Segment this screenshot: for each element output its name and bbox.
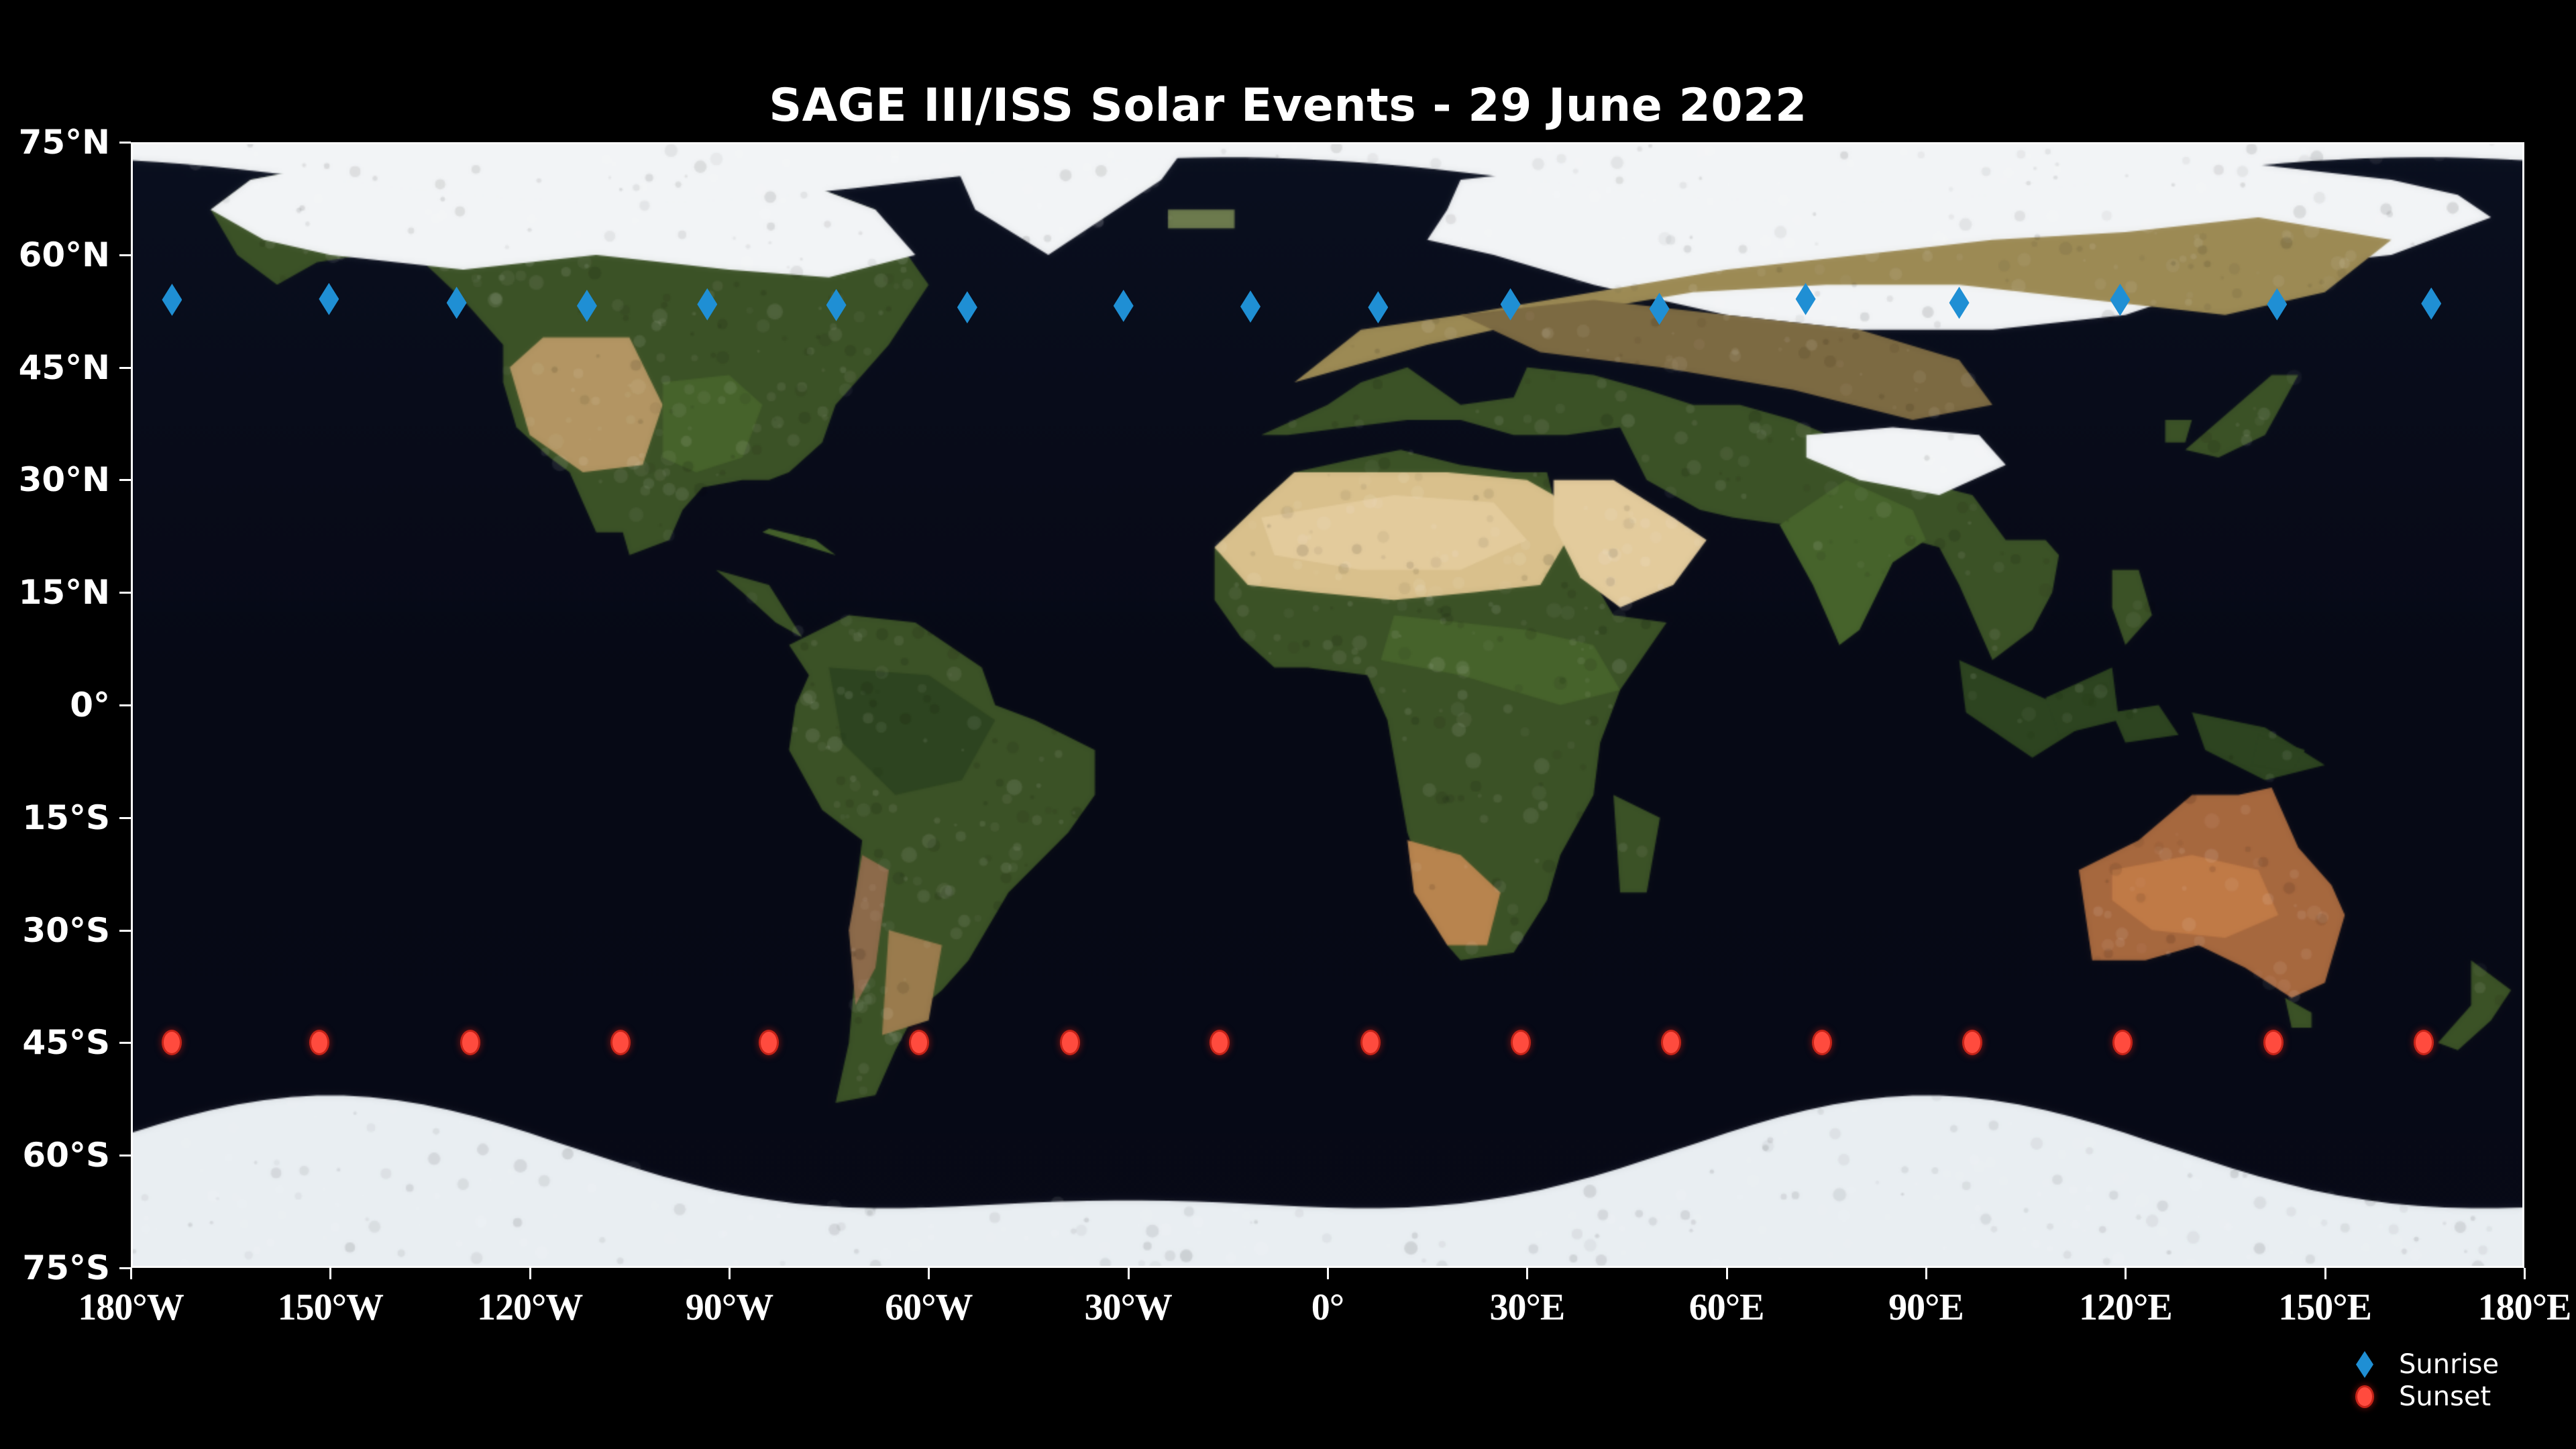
x-tick bbox=[529, 1268, 531, 1279]
page-title: SAGE III/ISS Solar Events - 29 June 2022 bbox=[0, 79, 2576, 132]
x-tick-label: 150°E bbox=[2278, 1286, 2371, 1329]
legend-item-sunrise[interactable]: Sunrise bbox=[2341, 1348, 2569, 1381]
y-tick bbox=[119, 592, 131, 594]
sunset-marker[interactable] bbox=[761, 1032, 777, 1053]
sunset-marker[interactable] bbox=[1062, 1032, 1078, 1053]
x-tick-label: 30°W bbox=[1084, 1286, 1171, 1329]
sunset-marker[interactable] bbox=[612, 1032, 629, 1053]
y-tick-label: 75°N bbox=[19, 123, 119, 162]
y-tick-label: 60°S bbox=[22, 1136, 119, 1175]
x-tick bbox=[1526, 1268, 1528, 1279]
sunrise-marker-icon bbox=[2341, 1351, 2388, 1378]
legend-label-sunset: Sunset bbox=[2399, 1381, 2491, 1412]
y-tick bbox=[119, 479, 131, 481]
sunset-marker[interactable] bbox=[1362, 1032, 1379, 1053]
sunset-marker[interactable] bbox=[2114, 1032, 2131, 1053]
y-tick-label: 15°N bbox=[19, 573, 119, 612]
x-tick-label: 120°E bbox=[2079, 1286, 2172, 1329]
y-tick-label: 15°S bbox=[22, 798, 119, 837]
y-tick bbox=[119, 704, 131, 706]
sunset-marker[interactable] bbox=[311, 1032, 327, 1053]
y-tick-label: 30°S bbox=[22, 911, 119, 950]
sunset-marker[interactable] bbox=[2416, 1032, 2432, 1053]
x-tick-label: 180°W bbox=[78, 1286, 183, 1329]
x-tick bbox=[1726, 1268, 1728, 1279]
x-tick-label: 150°W bbox=[278, 1286, 383, 1329]
y-tick bbox=[119, 1267, 131, 1269]
y-tick-label: 60°N bbox=[19, 235, 119, 274]
x-tick-label: 30°E bbox=[1489, 1286, 1564, 1329]
y-tick bbox=[119, 367, 131, 369]
x-tick bbox=[1925, 1268, 1927, 1279]
sunset-marker[interactable] bbox=[2265, 1032, 2282, 1053]
y-tick bbox=[119, 1042, 131, 1044]
figure-canvas: SAGE III/ISS Solar Events - 29 June 2022… bbox=[0, 0, 2576, 1449]
x-tick bbox=[2324, 1268, 2326, 1279]
x-tick-label: 0° bbox=[1311, 1286, 1344, 1329]
y-tick-label: 75°S bbox=[22, 1248, 119, 1287]
x-tick-label: 60°E bbox=[1689, 1286, 1764, 1329]
y-tick-label: 45°N bbox=[19, 348, 119, 387]
world-basemap bbox=[131, 142, 2524, 1268]
y-tick bbox=[119, 817, 131, 819]
x-tick-label: 90°W bbox=[686, 1286, 773, 1329]
y-tick-label: 30°N bbox=[19, 460, 119, 499]
x-tick-label: 180°E bbox=[2478, 1286, 2571, 1329]
x-tick bbox=[2524, 1268, 2526, 1279]
x-tick bbox=[329, 1268, 331, 1279]
sunset-marker-icon bbox=[2341, 1387, 2388, 1406]
x-tick bbox=[130, 1268, 132, 1279]
x-tick-label: 120°W bbox=[477, 1286, 582, 1329]
y-tick bbox=[119, 1155, 131, 1157]
sunset-marker[interactable] bbox=[1814, 1032, 1830, 1053]
x-tick bbox=[928, 1268, 930, 1279]
y-tick-label: 0° bbox=[70, 686, 119, 724]
sunset-marker[interactable] bbox=[1663, 1032, 1679, 1053]
legend-label-sunrise: Sunrise bbox=[2399, 1349, 2499, 1380]
y-tick bbox=[119, 142, 131, 144]
y-tick bbox=[119, 930, 131, 932]
y-tick bbox=[119, 254, 131, 256]
sunset-marker[interactable] bbox=[1513, 1032, 1529, 1053]
y-tick-label: 45°S bbox=[22, 1023, 119, 1062]
legend-item-sunset[interactable]: Sunset bbox=[2341, 1381, 2569, 1413]
legend: Sunrise Sunset bbox=[2341, 1348, 2569, 1413]
x-tick bbox=[1327, 1268, 1329, 1279]
x-tick bbox=[729, 1268, 731, 1279]
x-tick-label: 60°W bbox=[885, 1286, 972, 1329]
x-tick bbox=[1128, 1268, 1130, 1279]
sunset-marker[interactable] bbox=[911, 1032, 927, 1053]
sunset-marker[interactable] bbox=[462, 1032, 478, 1053]
map-plot-area[interactable] bbox=[131, 142, 2524, 1268]
x-tick-label: 90°E bbox=[1888, 1286, 1964, 1329]
sunset-marker[interactable] bbox=[1212, 1032, 1228, 1053]
sunset-marker[interactable] bbox=[164, 1032, 180, 1053]
sunset-marker[interactable] bbox=[1964, 1032, 1980, 1053]
x-tick bbox=[2125, 1268, 2127, 1279]
